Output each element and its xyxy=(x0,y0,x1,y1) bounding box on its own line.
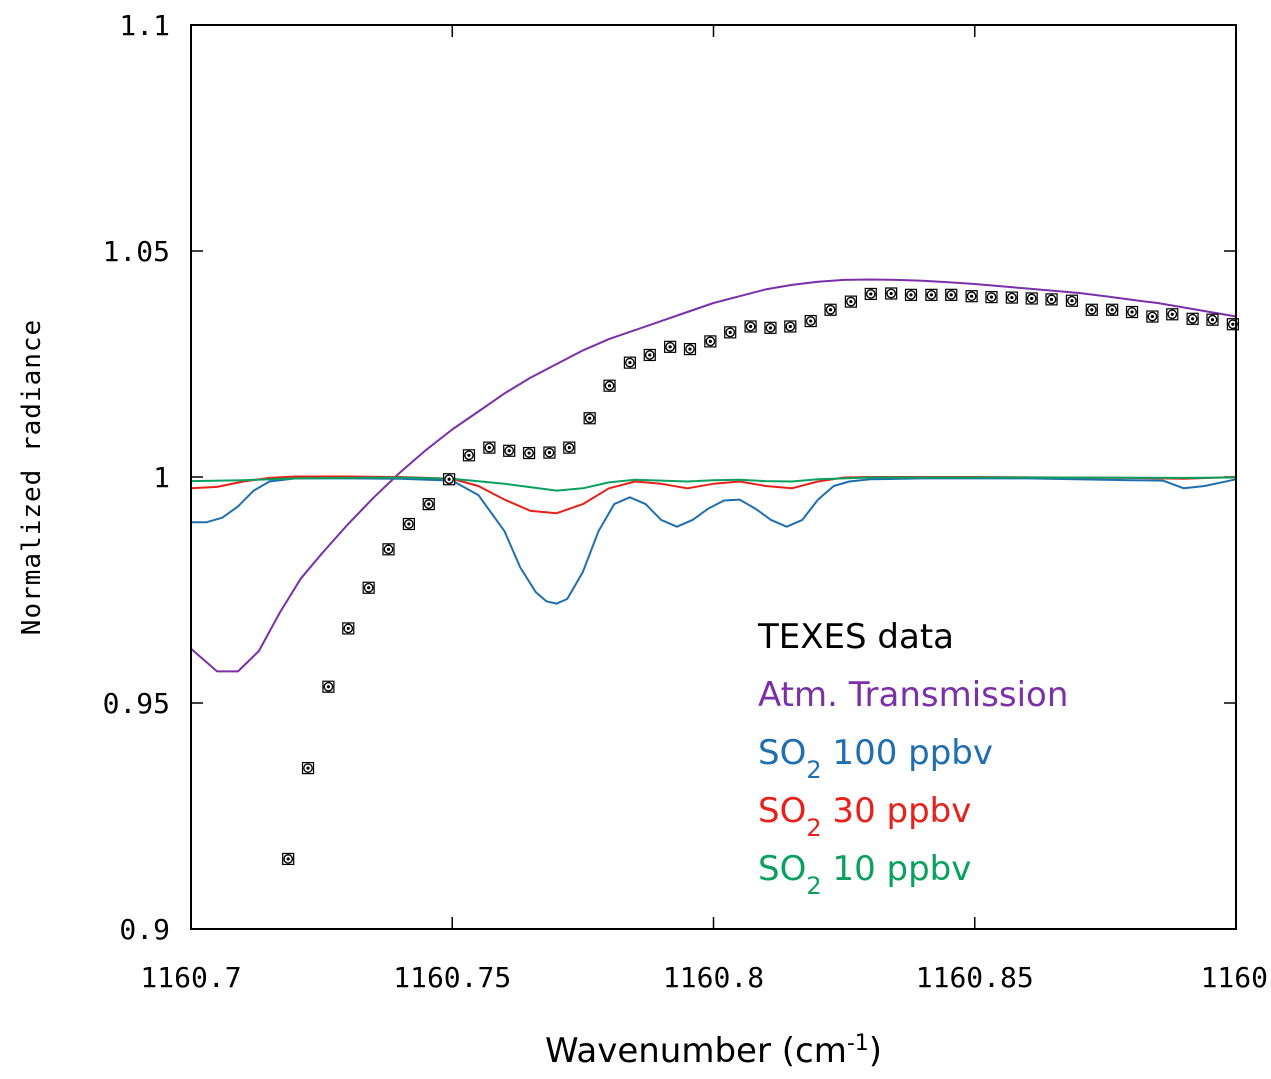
legend-entry-texes: TEXES data xyxy=(757,617,954,657)
texes-data-point xyxy=(1005,291,1018,304)
texes-data-point xyxy=(904,288,918,301)
texes-data-point xyxy=(804,314,817,328)
texes-data-point xyxy=(744,320,757,333)
texes-data-point xyxy=(543,446,556,459)
texes-data-point xyxy=(1085,303,1098,316)
texes-data-point xyxy=(1045,293,1058,306)
texes-data-point xyxy=(1025,292,1038,305)
texes-data-point xyxy=(483,441,496,454)
texes-data-point xyxy=(563,441,576,454)
series-line-so2_10 xyxy=(190,476,1237,492)
texes-data-point xyxy=(864,287,877,301)
texes-data-point xyxy=(844,295,858,308)
series-layer xyxy=(190,278,1237,673)
texes-data-point xyxy=(885,287,898,300)
y-axis-title: Normalized radiance xyxy=(17,319,47,635)
texes-data-point xyxy=(704,335,717,348)
texes-data-point xyxy=(1065,294,1079,307)
texes-data-point xyxy=(683,342,697,356)
series-line-so2_30 xyxy=(190,475,1237,515)
texes-data-point xyxy=(603,379,616,392)
legend-entry-so2_100: SO2 100 ppbv xyxy=(758,733,993,784)
texes-markers xyxy=(282,287,1239,866)
y-tick-label: 1.1 xyxy=(119,9,170,42)
x-tick-label: 1160.75 xyxy=(393,961,511,994)
texes-data-point xyxy=(443,473,456,486)
legend: TEXES data Atm. Transmission SO2 100 ppbv S… xyxy=(757,617,1068,900)
texes-data-point xyxy=(362,581,375,594)
texes-data-point xyxy=(322,680,335,693)
x-tick-label: 1160.85 xyxy=(916,961,1034,994)
texes-data-point xyxy=(1125,305,1139,319)
texes-data-point xyxy=(301,761,315,775)
texes-data-point xyxy=(583,412,596,425)
legend-entry-atm: Atm. Transmission xyxy=(758,675,1068,715)
texes-data-point xyxy=(382,543,395,556)
texes-data-point xyxy=(965,290,978,303)
x-tick-label: 1160 xyxy=(1201,961,1268,994)
y-tick-label: 1.05 xyxy=(103,235,170,268)
plot-frame xyxy=(190,24,1237,930)
texes-data-point xyxy=(985,291,998,304)
y-tick-labels: 0.9 0.95 1 1.05 1.1 xyxy=(103,9,170,946)
texes-data-point xyxy=(664,340,677,353)
texes-data-point xyxy=(623,356,637,369)
texes-data-point xyxy=(925,288,938,301)
texes-data-point xyxy=(462,449,476,462)
texes-data-point xyxy=(1186,312,1199,325)
texes-data-point xyxy=(1206,313,1219,326)
texes-data-point xyxy=(282,852,295,866)
texes-data-point xyxy=(764,321,777,334)
texes-data-point xyxy=(422,498,435,511)
texes-data-point xyxy=(402,517,415,531)
x-tick-labels: 1160.7 1160.75 1160.8 1160.85 1160 xyxy=(140,961,1268,994)
series-line-so2_100 xyxy=(191,477,1237,605)
x-axis-title: Wavenumber (cm-1) xyxy=(545,1031,882,1072)
texes-data-point xyxy=(522,446,536,460)
texes-data-point xyxy=(1146,310,1159,323)
x-axis-title-main: Wavenumber (cm xyxy=(545,1031,847,1071)
y-tick-label: 0.9 xyxy=(119,913,170,946)
series-line-atm xyxy=(190,278,1237,673)
texes-data-point xyxy=(342,622,355,635)
x-tick-label: 1160.7 xyxy=(140,961,241,994)
texes-data-point xyxy=(945,288,958,301)
texes-data-point xyxy=(724,326,737,339)
x-axis-title-sup: -1 xyxy=(847,1031,869,1056)
y-tick-label: 0.95 xyxy=(103,687,170,720)
texes-data-point xyxy=(1226,318,1239,331)
legend-entry-so2_10: SO2 10 ppbv xyxy=(758,849,971,900)
texes-data-point xyxy=(1166,308,1179,321)
legend-entry-so2_30: SO2 30 ppbv xyxy=(758,791,971,842)
x-tick-label: 1160.8 xyxy=(663,961,764,994)
texes-data-point xyxy=(503,444,516,457)
x-axis-title-end: ) xyxy=(869,1031,882,1071)
texes-data-point xyxy=(1106,303,1119,316)
y-tick-label: 1 xyxy=(153,461,170,494)
texes-data-point xyxy=(824,303,837,316)
texes-data-point xyxy=(784,320,797,333)
texes-data-point xyxy=(643,348,656,362)
